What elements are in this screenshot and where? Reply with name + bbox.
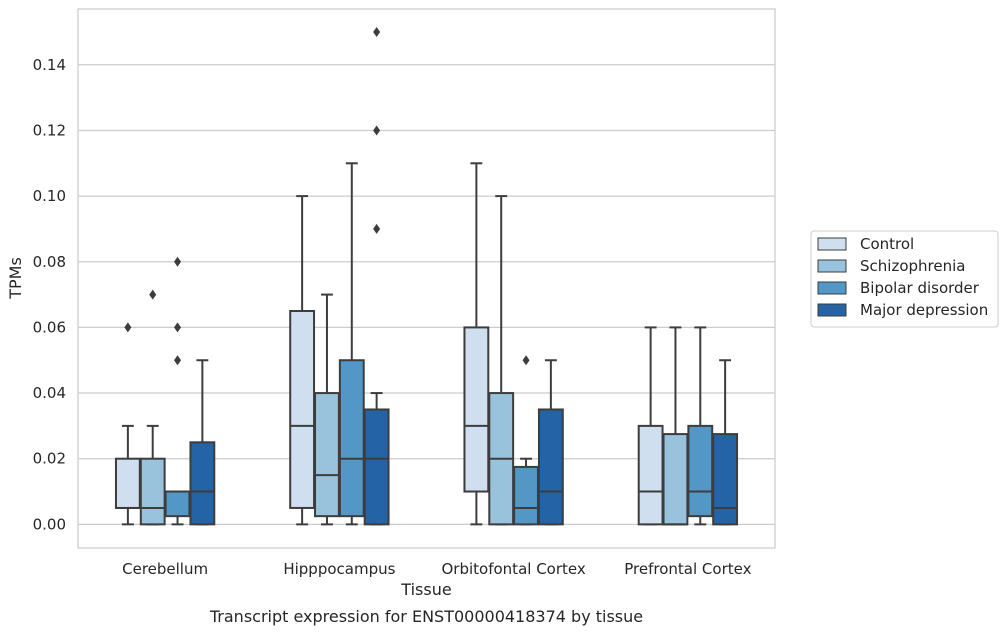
outlier-point [373, 26, 381, 37]
box-bipolar-disorder-hipppocampus [338, 162, 365, 526]
iqr-box [712, 433, 739, 526]
y-axis-title: TPMs [6, 257, 25, 300]
legend-label: Control [860, 235, 914, 253]
legend-swatch [817, 281, 847, 295]
iqr-box [314, 392, 340, 518]
y-tick-label: 0.08 [33, 253, 66, 271]
legend-swatch [817, 237, 847, 251]
box-major-depression-cerebellum [189, 359, 216, 526]
outlier-point [174, 355, 182, 366]
iqr-box [537, 408, 564, 526]
outlier-point [174, 322, 182, 333]
boxes [114, 26, 739, 526]
box-control-prefrontal-cortex [637, 326, 664, 526]
iqr-box [687, 424, 714, 518]
outlier-point [522, 355, 530, 366]
box-schizophrenia-cerebellum [139, 289, 166, 526]
box-control-orbitofontal-cortex [463, 162, 490, 526]
iqr-box [289, 309, 316, 509]
box-major-depression-prefrontal-cortex [712, 359, 739, 526]
x-tick-labels: Cerebellum Hipppocampus Orbitofontal Corte… [122, 560, 751, 578]
outlier-point [373, 125, 381, 136]
box-schizophrenia-hipppocampus [314, 293, 340, 526]
box-bipolar-disorder-prefrontal-cortex [687, 326, 714, 526]
legend-swatch [817, 259, 847, 273]
iqr-box [164, 490, 191, 518]
iqr-box [114, 457, 141, 509]
iqr-box [662, 433, 689, 526]
box-control-hipppocampus [289, 195, 316, 526]
box-schizophrenia-orbitofontal-cortex [488, 195, 515, 526]
box-major-depression-orbitofontal-cortex [537, 359, 564, 526]
y-tick-label: 0.10 [33, 187, 66, 205]
y-tick-label: 0.14 [33, 56, 66, 74]
iqr-box [637, 424, 664, 526]
legend-swatch [817, 303, 847, 317]
box-major-depression-hipppocampus [363, 26, 390, 526]
legend-frame [810, 230, 999, 328]
plot-frame [77, 8, 776, 549]
legend-label: Bipolar disorder [860, 279, 980, 297]
iqr-box [189, 441, 216, 526]
x-tick-label: Prefrontal Cortex [624, 560, 751, 578]
iqr-box [338, 359, 365, 518]
y-tick-label: 0.04 [33, 384, 66, 402]
box-control-cerebellum [114, 322, 141, 526]
iqr-box [463, 326, 490, 493]
outlier-point [149, 289, 157, 300]
legend: Control Schizophrenia Bipolar disorder Majo… [810, 230, 999, 328]
y-tick-label: 0.06 [33, 318, 66, 336]
legend-label: Schizophrenia [860, 257, 965, 275]
y-tick-label: 0.00 [33, 515, 66, 533]
y-tick-labels: 0.00 0.02 0.04 0.06 0.08 0.10 0.12 0.14 [33, 56, 66, 534]
x-tick-label: Orbitofontal Cortex [442, 560, 586, 578]
legend-label: Major depression [860, 301, 988, 319]
chart-caption: Transcript expression for ENST0000041837… [209, 607, 643, 626]
outlier-point [174, 256, 182, 267]
y-tick-label: 0.12 [33, 121, 66, 139]
x-tick-label: Cerebellum [122, 560, 208, 578]
box-bipolar-disorder-cerebellum [164, 256, 191, 526]
iqr-box [363, 408, 390, 526]
iqr-box [139, 457, 166, 526]
y-tick-label: 0.02 [33, 450, 66, 468]
outlier-point [124, 322, 132, 333]
x-tick-label: Hipppocampus [283, 560, 395, 578]
iqr-box [513, 465, 539, 526]
box-bipolar-disorder-orbitofontal-cortex [513, 355, 539, 526]
outlier-point [373, 223, 381, 234]
x-axis-title: Tissue [400, 580, 451, 599]
